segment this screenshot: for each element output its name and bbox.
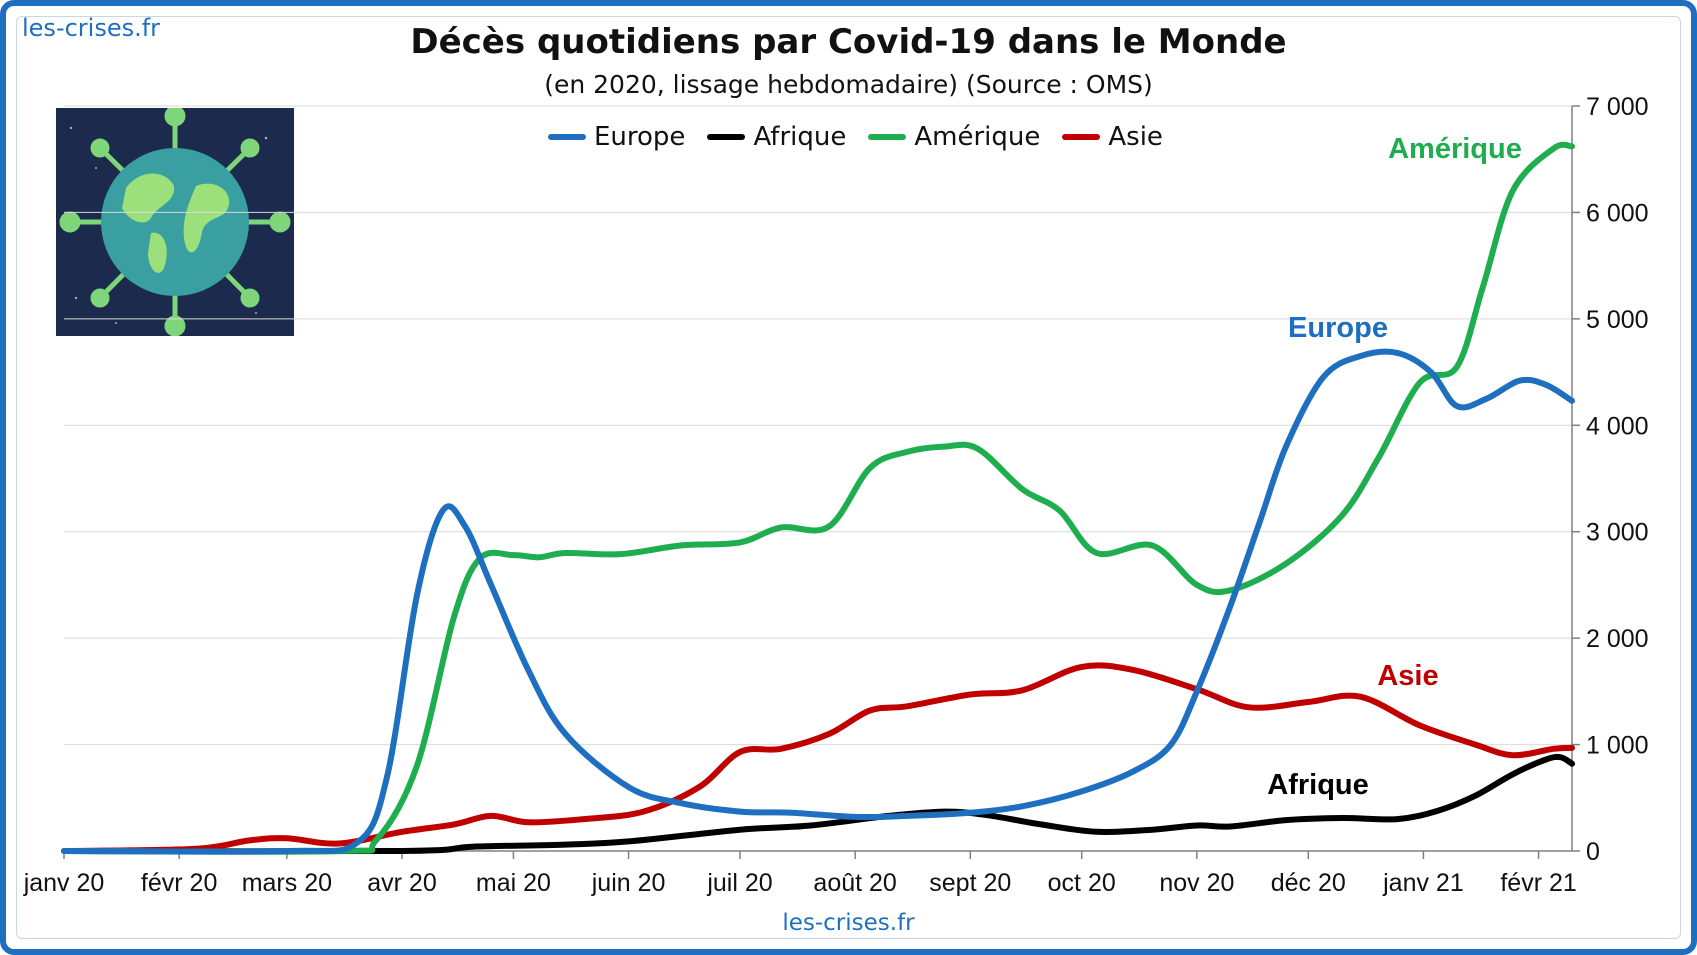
chart-inner-border (16, 16, 1681, 939)
legend-item-afrique[interactable]: Afrique (707, 122, 846, 152)
chart-title: Décès quotidiens par Covid-19 dans le Mo… (410, 22, 1287, 62)
y-tick-label: 3 000 (1586, 519, 1649, 547)
y-tick-label: 0 (1586, 838, 1600, 866)
x-tick-label: sept 20 (929, 869, 1011, 897)
legend-item-asie[interactable]: Asie (1062, 122, 1163, 152)
series-label-asie: Asie (1377, 660, 1438, 692)
legend-swatch-europe (548, 134, 586, 140)
legend-swatch-asie (1062, 134, 1101, 140)
x-tick-label: juin 20 (591, 869, 666, 897)
series-label-europe: Europe (1288, 312, 1388, 344)
chart-subtitle: (en 2020, lissage hebdomadaire) (Source … (544, 70, 1153, 99)
x-tick-label: févr 20 (141, 869, 217, 897)
series-line-europe (61, 348, 1575, 855)
legend-label-amerique: Amérique (914, 122, 1041, 152)
legend-item-amerique[interactable]: Amérique (868, 122, 1040, 152)
series-line-asie (61, 662, 1575, 854)
x-tick-label: mai 20 (476, 869, 551, 897)
legend-label-afrique: Afrique (753, 122, 847, 152)
series-label-amerique: Amérique (1388, 133, 1522, 165)
x-tick-label: janv 21 (1382, 869, 1464, 897)
series-line-afrique (61, 753, 1575, 855)
y-tick-label: 7 000 (1586, 93, 1649, 121)
series-line-amerique (61, 141, 1575, 855)
x-tick-label: juil 20 (706, 869, 772, 897)
brand-logo-bottom[interactable]: les-crises.fr (782, 910, 915, 936)
x-tick-label: mars 20 (242, 869, 332, 897)
x-tick-label: oct 20 (1048, 869, 1116, 897)
x-tick-label: nov 20 (1159, 869, 1234, 897)
x-tick-label: août 20 (813, 869, 896, 897)
chart-legend: Europe Afrique Amérique Asie (548, 122, 1163, 152)
x-tick-label: févr 21 (1500, 869, 1576, 897)
y-tick-label: 1 000 (1586, 732, 1649, 760)
brand-logo-top[interactable]: les-crises.fr (22, 14, 161, 42)
legend-item-europe[interactable]: Europe (548, 122, 685, 152)
y-tick-label: 2 000 (1586, 625, 1649, 653)
series-label-afrique: Afrique (1267, 769, 1369, 801)
x-tick-label: avr 20 (367, 869, 436, 897)
x-tick-label: janv 20 (23, 869, 105, 897)
legend-label-asie: Asie (1108, 122, 1163, 152)
y-tick-label: 4 000 (1586, 412, 1649, 440)
x-tick-label: déc 20 (1271, 869, 1346, 897)
legend-label-europe: Europe (594, 122, 686, 152)
y-tick-label: 6 000 (1586, 199, 1649, 227)
globe-virus-icon (56, 108, 294, 336)
legend-swatch-afrique (707, 134, 746, 140)
legend-swatch-amerique (868, 134, 907, 140)
y-tick-label: 5 000 (1586, 306, 1649, 334)
